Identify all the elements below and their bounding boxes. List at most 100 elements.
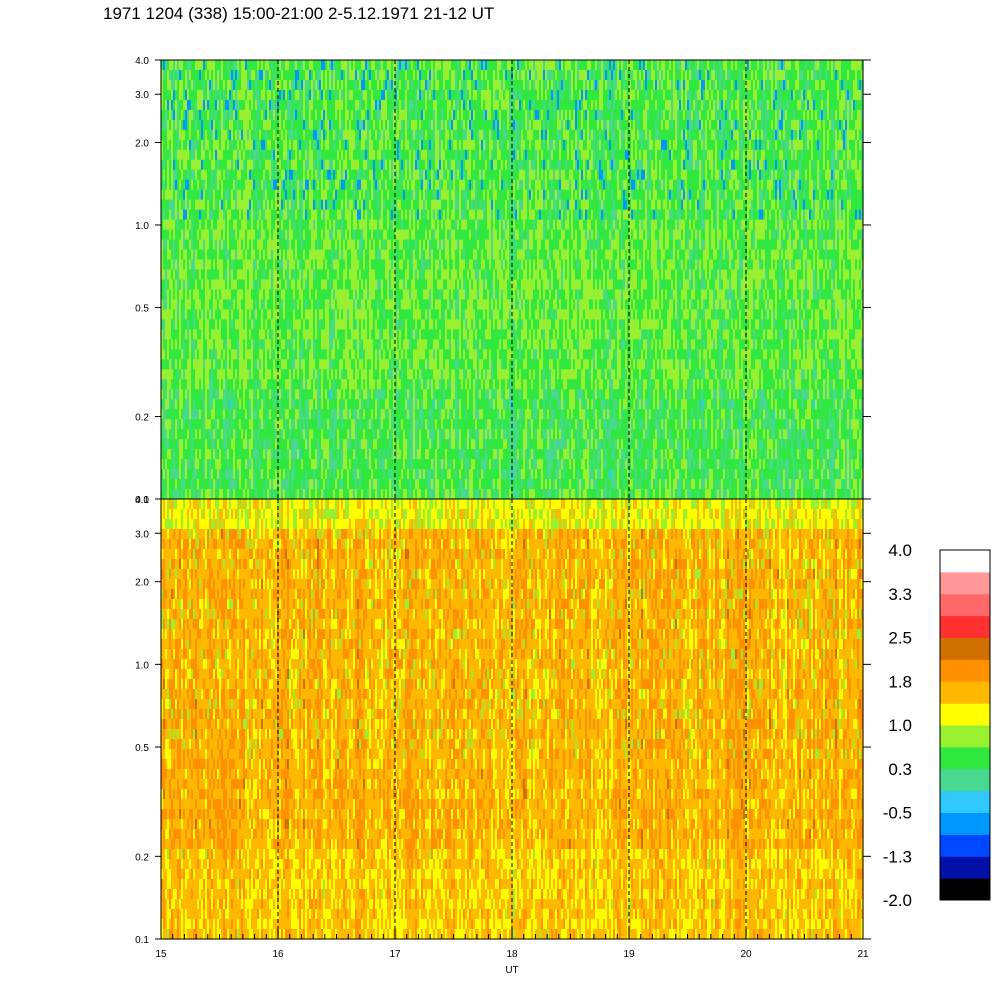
heatmap-cell — [283, 459, 286, 470]
heatmap-cell — [207, 479, 210, 490]
heatmap-cell — [165, 399, 168, 410]
heatmap-cell — [211, 60, 214, 71]
heatmap-cell — [223, 239, 226, 251]
heatmap-cell — [275, 349, 278, 360]
heatmap-cell — [301, 209, 304, 221]
heatmap-cell — [261, 379, 264, 390]
heatmap-cell — [273, 209, 276, 221]
heatmap-cell — [239, 249, 242, 261]
heatmap-cell — [241, 199, 244, 211]
heatmap-cell — [287, 459, 290, 470]
heatmap-cell — [287, 69, 290, 81]
heatmap-cell — [165, 179, 168, 191]
heatmap-cell — [283, 139, 286, 151]
heatmap-cell — [205, 269, 208, 281]
heatmap-cell — [241, 459, 244, 470]
heatmap-cell — [205, 99, 208, 111]
heatmap-cell — [261, 409, 264, 420]
heatmap-cell — [273, 489, 276, 500]
heatmap-cell — [265, 359, 268, 370]
heatmap-cell — [283, 189, 286, 201]
heatmap-cell — [219, 159, 222, 171]
heatmap-cell — [181, 369, 184, 380]
heatmap-cell — [171, 189, 174, 201]
heatmap-cell — [211, 439, 214, 450]
heatmap-cell — [187, 299, 190, 311]
heatmap-cell — [245, 79, 248, 91]
heatmap-cell — [163, 469, 166, 480]
heatmap-cell — [277, 299, 280, 311]
heatmap-cell — [299, 409, 302, 420]
heatmap-cell — [183, 439, 186, 450]
heatmap-cell — [209, 379, 212, 390]
heatmap-cell — [235, 429, 238, 440]
heatmap-cell — [279, 249, 282, 261]
heatmap-cell — [191, 69, 194, 81]
heatmap-cell — [227, 89, 230, 101]
heatmap-cell — [201, 199, 204, 211]
heatmap-cell — [255, 149, 258, 161]
heatmap-cell — [201, 269, 204, 281]
heatmap-cell — [275, 269, 278, 281]
heatmap-cell — [173, 389, 176, 400]
heatmap-cell — [181, 199, 184, 211]
heatmap-cell — [167, 279, 170, 291]
heatmap-cell — [183, 309, 186, 321]
heatmap-cell — [199, 159, 202, 171]
heatmap-cell — [193, 99, 196, 111]
heatmap-cell — [303, 60, 306, 71]
heatmap-cell — [281, 449, 284, 460]
heatmap-cell — [171, 409, 174, 420]
heatmap-cell — [289, 89, 292, 101]
heatmap-cell — [179, 359, 182, 370]
heatmap-cell — [227, 339, 230, 350]
heatmap-cell — [203, 79, 206, 91]
heatmap-cell — [179, 159, 182, 171]
heatmap-cell — [229, 409, 232, 420]
heatmap-cell — [209, 409, 212, 420]
heatmap-cell — [185, 219, 188, 231]
heatmap-cell — [263, 79, 266, 91]
heatmap-cell — [167, 439, 170, 450]
heatmap-cell — [215, 209, 218, 221]
heatmap-cell — [285, 199, 288, 211]
heatmap-cell — [191, 349, 194, 360]
heatmap-cell — [293, 149, 296, 161]
heatmap-cell — [239, 399, 242, 410]
heatmap-cell — [279, 179, 282, 191]
heatmap-cell — [233, 99, 236, 111]
heatmap-cell — [265, 379, 268, 390]
heatmap-cell — [207, 129, 210, 141]
heatmap-cell — [193, 119, 196, 131]
heatmap-cell — [277, 389, 280, 400]
heatmap-cell — [165, 269, 168, 281]
heatmap-cell — [217, 419, 220, 430]
heatmap-cell — [301, 469, 304, 480]
heatmap-cell — [231, 209, 234, 221]
heatmap-cell — [163, 459, 166, 470]
heatmap-cell — [295, 129, 298, 141]
heatmap-cell — [273, 259, 276, 271]
heatmap-cell — [213, 229, 216, 241]
heatmap-cell — [169, 319, 172, 330]
heatmap-cell — [169, 439, 172, 450]
heatmap-cell — [219, 429, 222, 440]
heatmap-cell — [197, 429, 200, 440]
heatmap-cell — [247, 239, 250, 251]
heatmap-cell — [183, 189, 186, 201]
heatmap-cell — [251, 259, 254, 271]
heatmap-cell — [297, 329, 300, 340]
heatmap-cell — [205, 329, 208, 340]
heatmap-cell — [287, 379, 290, 390]
heatmap-cell — [231, 319, 234, 330]
heatmap-cell — [215, 169, 218, 181]
heatmap-cell — [219, 149, 222, 161]
heatmap-cell — [221, 159, 224, 171]
heatmap-cell — [207, 429, 210, 440]
heatmap-cell — [305, 399, 308, 410]
heatmap-cell — [161, 459, 164, 470]
heatmap-cell — [191, 189, 194, 201]
heatmap-cell — [243, 149, 246, 161]
heatmap-cell — [263, 169, 266, 181]
heatmap-cell — [203, 299, 206, 311]
